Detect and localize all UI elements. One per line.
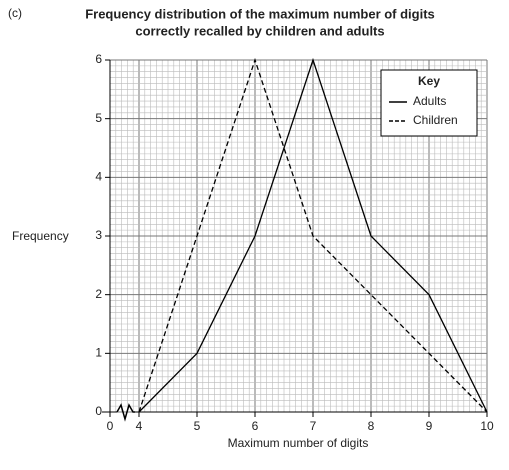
y-tick-label: 5	[95, 111, 102, 125]
x-tick-label: 0	[107, 419, 114, 433]
question-label: (c)	[8, 6, 22, 20]
legend-box	[380, 69, 478, 137]
x-tick-label: 8	[368, 419, 375, 433]
y-tick-label: 4	[95, 170, 102, 184]
y-axis-label: Frequency	[12, 229, 69, 243]
legend-label: Adults	[413, 94, 446, 108]
chart-title: Frequency distribution of the maximum nu…	[85, 6, 435, 21]
axis-break	[116, 403, 135, 422]
x-tick-label: 4	[136, 419, 143, 433]
data-line	[138, 57, 488, 413]
data-line	[138, 57, 488, 413]
x-tick-label: 9	[426, 419, 433, 433]
x-tick-label: 5	[194, 419, 201, 433]
legend-label: Children	[413, 113, 458, 127]
x-tick-label: 7	[310, 419, 317, 433]
y-tick-label: 6	[95, 52, 102, 66]
chart-title: correctly recalled by children and adult…	[135, 23, 384, 38]
x-axis-label: Maximum number of digits	[228, 436, 369, 450]
x-tick-label: 10	[480, 419, 494, 433]
y-tick-label: 0	[95, 404, 102, 418]
y-tick-label: 1	[95, 346, 102, 360]
y-tick-label: 2	[95, 287, 102, 301]
legend-title: Key	[418, 74, 440, 88]
y-tick-label: 3	[95, 228, 102, 242]
x-tick-label: 6	[252, 419, 259, 433]
